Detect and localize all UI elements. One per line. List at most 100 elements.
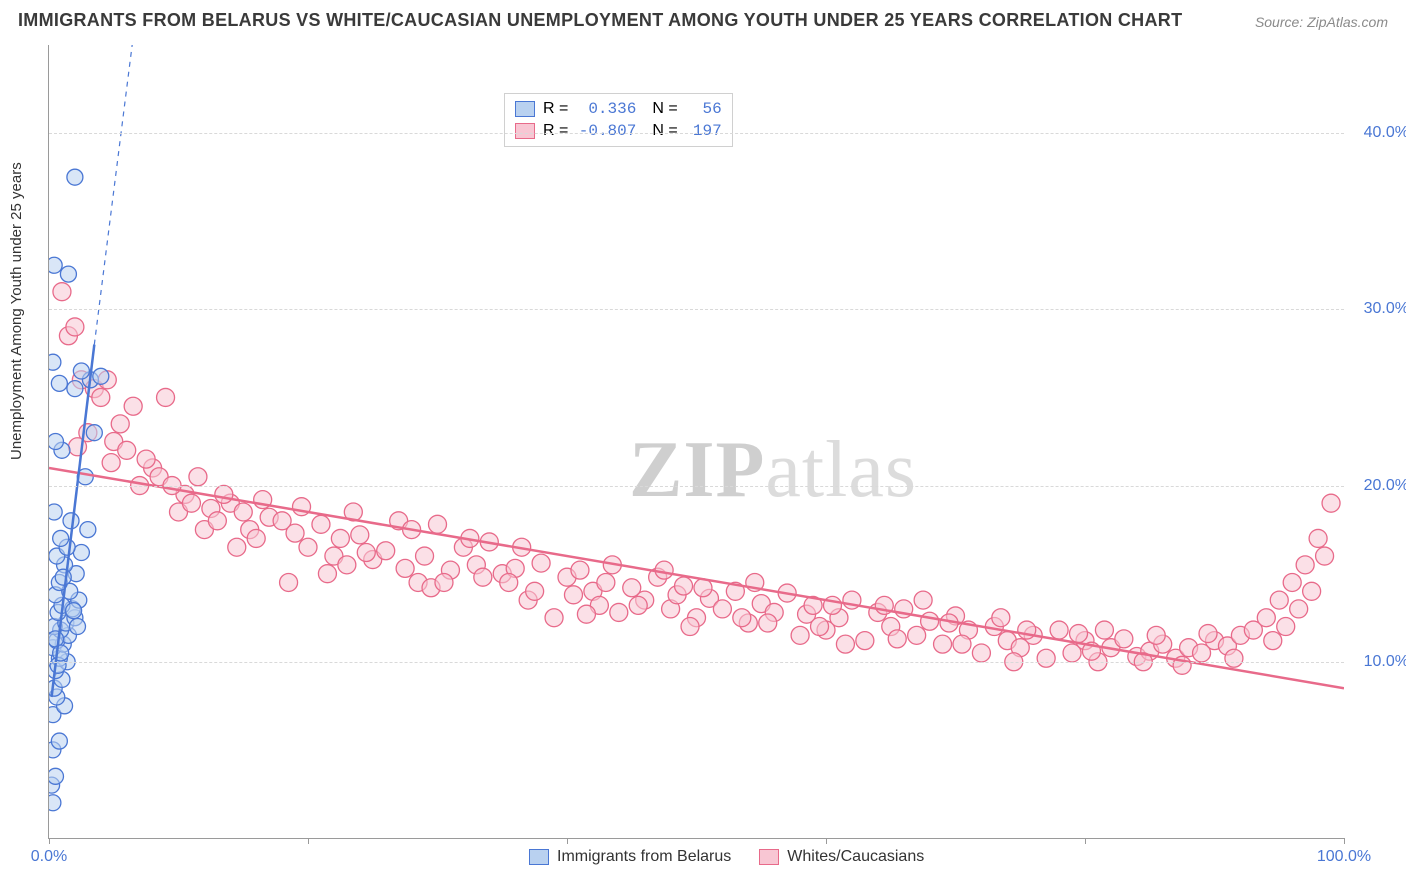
y-axis-label: Unemployment Among Youth under 25 years	[8, 162, 25, 460]
legend-item-pink: Whites/Caucasians	[759, 848, 924, 866]
scatter-point-pink	[189, 468, 207, 486]
scatter-point-blue	[93, 368, 109, 384]
y-tick-label: 40.0%	[1349, 124, 1406, 142]
series-legend: Immigrants from Belarus Whites/Caucasian…	[529, 848, 924, 866]
scatter-point-pink	[992, 609, 1010, 627]
scatter-point-pink	[312, 515, 330, 533]
scatter-point-blue	[67, 169, 83, 185]
scatter-point-pink	[500, 573, 518, 591]
scatter-point-blue	[66, 603, 82, 619]
scatter-point-pink	[1257, 609, 1275, 627]
scatter-point-pink	[396, 559, 414, 577]
scatter-point-pink	[836, 635, 854, 653]
scatter-point-pink	[1095, 621, 1113, 639]
scatter-point-pink	[474, 568, 492, 586]
scatter-point-blue	[67, 381, 83, 397]
scatter-point-blue	[49, 504, 62, 520]
scatter-point-pink	[1283, 573, 1301, 591]
swatch-blue	[529, 849, 549, 865]
scatter-point-pink	[1303, 582, 1321, 600]
scatter-point-pink	[1199, 625, 1217, 643]
scatter-point-blue	[49, 795, 61, 811]
scatter-point-blue	[86, 425, 102, 441]
scatter-point-pink	[234, 503, 252, 521]
trend-line-pink	[49, 468, 1344, 688]
scatter-point-pink	[1147, 626, 1165, 644]
scatter-point-pink	[1322, 494, 1340, 512]
scatter-point-pink	[1316, 547, 1334, 565]
scatter-point-pink	[299, 538, 317, 556]
scatter-svg	[49, 45, 1344, 838]
scatter-point-pink	[597, 573, 615, 591]
scatter-point-pink	[713, 600, 731, 618]
scatter-point-pink	[124, 397, 142, 415]
scatter-point-pink	[759, 614, 777, 632]
scatter-point-pink	[953, 635, 971, 653]
scatter-point-blue	[73, 363, 89, 379]
scatter-point-pink	[791, 626, 809, 644]
swatch-pink	[515, 123, 535, 139]
scatter-point-blue	[53, 530, 69, 546]
scatter-point-blue	[73, 545, 89, 561]
legend-row-pink: R = -0.807 N = 197	[515, 120, 722, 142]
scatter-point-pink	[571, 561, 589, 579]
scatter-point-pink	[1290, 600, 1308, 618]
scatter-point-pink	[1264, 632, 1282, 650]
scatter-point-pink	[1225, 649, 1243, 667]
y-tick-label: 30.0%	[1349, 300, 1406, 318]
scatter-point-pink	[1115, 630, 1133, 648]
legend-row-blue: R = 0.336 N = 56	[515, 98, 722, 120]
scatter-point-pink	[681, 618, 699, 636]
scatter-point-pink	[102, 454, 120, 472]
scatter-point-pink	[610, 603, 628, 621]
scatter-point-pink	[526, 582, 544, 600]
scatter-point-blue	[49, 768, 63, 784]
scatter-point-pink	[416, 547, 434, 565]
scatter-point-blue	[51, 733, 67, 749]
scatter-point-pink	[377, 542, 395, 560]
scatter-point-pink	[215, 485, 233, 503]
scatter-point-pink	[1037, 649, 1055, 667]
scatter-point-pink	[182, 494, 200, 512]
scatter-point-blue	[49, 434, 63, 450]
scatter-point-pink	[53, 283, 71, 301]
scatter-point-pink	[208, 512, 226, 530]
scatter-point-blue	[49, 354, 61, 370]
scatter-point-pink	[357, 544, 375, 562]
scatter-point-pink	[1050, 621, 1068, 639]
correlation-legend: R = 0.336 N = 56 R = -0.807 N = 197	[504, 93, 733, 147]
scatter-point-pink	[908, 626, 926, 644]
swatch-blue	[515, 101, 535, 117]
scatter-point-pink	[577, 605, 595, 623]
scatter-point-pink	[629, 596, 647, 614]
scatter-point-pink	[435, 573, 453, 591]
scatter-point-pink	[1070, 625, 1088, 643]
scatter-point-pink	[811, 618, 829, 636]
y-tick-label: 20.0%	[1349, 477, 1406, 495]
scatter-point-pink	[934, 635, 952, 653]
scatter-point-pink	[914, 591, 932, 609]
scatter-point-pink	[338, 556, 356, 574]
scatter-point-pink	[111, 415, 129, 433]
x-tick-label: 100.0%	[1317, 848, 1371, 866]
scatter-point-pink	[331, 529, 349, 547]
source-attribution: Source: ZipAtlas.com	[1255, 14, 1388, 30]
chart-container: IMMIGRANTS FROM BELARUS VS WHITE/CAUCASI…	[0, 0, 1406, 892]
scatter-point-pink	[972, 644, 990, 662]
scatter-point-pink	[856, 632, 874, 650]
scatter-point-pink	[1277, 618, 1295, 636]
scatter-point-pink	[655, 561, 673, 579]
scatter-point-pink	[564, 586, 582, 604]
scatter-point-blue	[49, 257, 62, 273]
x-tick-label: 0.0%	[31, 848, 67, 866]
trend-line-blue	[52, 345, 95, 697]
scatter-point-pink	[888, 630, 906, 648]
scatter-point-pink	[118, 441, 136, 459]
scatter-point-pink	[351, 526, 369, 544]
scatter-point-pink	[66, 318, 84, 336]
scatter-point-pink	[137, 450, 155, 468]
swatch-pink	[759, 849, 779, 865]
scatter-point-pink	[286, 524, 304, 542]
scatter-point-blue	[69, 619, 85, 635]
scatter-point-blue	[80, 522, 96, 538]
